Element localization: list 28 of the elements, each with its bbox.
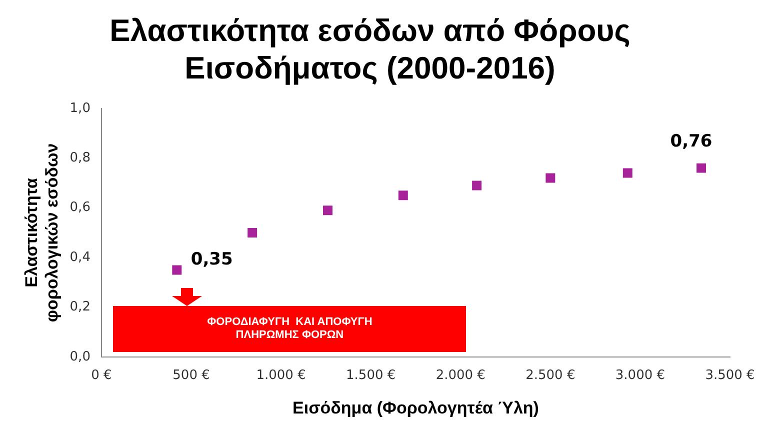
- point: [546, 173, 556, 183]
- point: [696, 163, 706, 173]
- x-tick-label: 3.500 €: [705, 368, 755, 384]
- chart-title: Ελαστικότητα εσόδων από Φόρους Εισοδήματος (2000-2016): [110, 13, 630, 86]
- y-tick-label: 0,2: [70, 300, 90, 315]
- x-axis-title: Εισόδημα (Φορολογητέα Ύλη): [292, 398, 539, 418]
- point: [323, 206, 332, 216]
- y-tick-label: 1,0: [70, 100, 90, 116]
- point: [172, 265, 182, 275]
- x-tick-label: 3.000 €: [615, 368, 666, 384]
- point: [472, 180, 482, 190]
- y-tick-label: 0,0: [70, 349, 90, 364]
- y-tick-label: 0,4: [70, 250, 90, 265]
- point: [248, 228, 258, 238]
- point: [398, 190, 408, 200]
- callout-box: ΦΟΡΟΔΙΑΦΥΓΗ ΚΑΙ ΑΠΟΦΥΓΗ ΠΛΗΡΩΜΗΣ ΦΟΡΩΝ: [113, 306, 466, 352]
- y-tick-label: 0,8: [70, 150, 90, 166]
- x-tick-label: 2.000 €: [436, 368, 486, 384]
- point: [622, 168, 632, 178]
- x-tick-label: 500 €: [172, 368, 210, 384]
- data-label: 0,76: [670, 131, 712, 152]
- x-tick-label: 1.500 €: [346, 368, 396, 384]
- x-tick-label: 1.000 €: [256, 368, 306, 384]
- y-axis-title: Ελαστικότητα φορολογικών εσόδων: [22, 143, 62, 322]
- data-label: 0,35: [190, 249, 233, 270]
- x-tick-label: 2.500 €: [526, 368, 576, 384]
- y-tick-label: 0,6: [70, 200, 90, 216]
- x-tick-label: 0 €: [91, 368, 112, 384]
